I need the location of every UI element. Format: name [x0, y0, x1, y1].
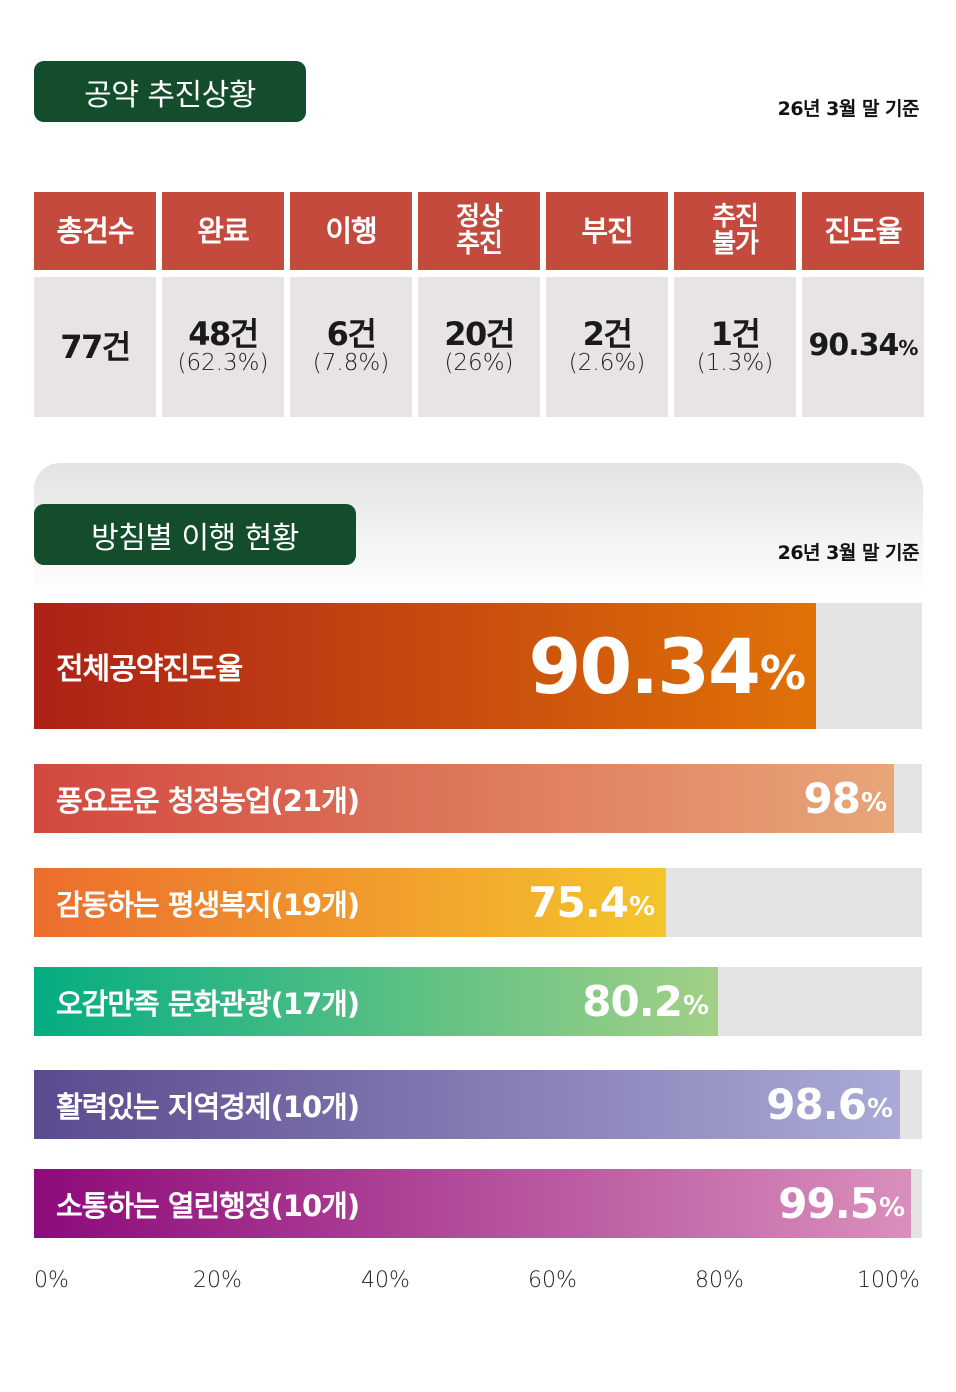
column-header: 진도율: [802, 192, 924, 270]
bar-value: 99.5%: [778, 1169, 905, 1238]
rate-number: 90.34: [808, 328, 900, 363]
bar-value-unit: %: [866, 1093, 893, 1124]
section-title-implementation: 방침별 이행 현황: [34, 504, 356, 565]
progress-rate-value: 90.34%: [808, 328, 919, 365]
table-column-implemented: 이행 6건 (7.8%): [290, 192, 412, 417]
bar-fill: [34, 603, 816, 729]
count-value: 48건: [188, 315, 259, 353]
bar-label: 전체공약진도율: [56, 652, 243, 687]
bar-track-agriculture: 풍요로운 청정농업(21개) 98%: [34, 764, 922, 833]
bar-value-number: 75.4: [528, 878, 629, 927]
bar-value-unit: %: [759, 646, 806, 700]
bar-track-open-administration: 소통하는 열린행정(10개) 99.5%: [34, 1169, 922, 1238]
column-header: 정상 추진: [418, 192, 540, 270]
count-value: 6건: [326, 315, 377, 353]
column-header: 이행: [290, 192, 412, 270]
x-tick-label: 40%: [361, 1268, 410, 1293]
column-cell: 6건 (7.8%): [290, 277, 412, 417]
column-cell: 48건 (62.3%): [162, 277, 284, 417]
column-header: 완료: [162, 192, 284, 270]
table-column-on-track: 정상 추진 20건 (26%): [418, 192, 540, 417]
column-header: 부진: [546, 192, 668, 270]
column-header-line2: 추진: [456, 229, 503, 259]
bar-value-number: 80.2: [582, 977, 683, 1026]
percent-value: (26%): [444, 350, 514, 376]
bar-value-unit: %: [878, 1192, 905, 1223]
bar-label: 소통하는 열린행정(10개): [56, 1188, 360, 1223]
bar-label: 활력있는 지역경제(10개): [56, 1089, 360, 1124]
column-header: 추진 불가: [674, 192, 796, 270]
count-value: 1건: [710, 315, 761, 353]
bar-fill: [34, 1070, 900, 1139]
bar-track-overall: 전체공약진도율 90.34%: [34, 603, 922, 729]
bar-track-culture-tourism: 오감만족 문화관광(17개) 80.2%: [34, 967, 922, 1036]
bar-value: 98%: [803, 764, 887, 833]
bar-value-number: 98.6: [766, 1080, 867, 1129]
table-column-total: 총건수 77건: [34, 192, 156, 417]
column-cell: 77건: [34, 277, 156, 417]
bar-value-number: 99.5: [778, 1179, 879, 1228]
column-cell: 20건 (26%): [418, 277, 540, 417]
bar-fill: [34, 967, 718, 1036]
column-header-line1: 정상: [456, 202, 503, 232]
bar-value-number: 90.34: [528, 621, 761, 711]
count-value: 20건: [444, 315, 515, 353]
basis-date: 26년 3월 말 기준: [777, 542, 920, 564]
x-tick-label: 100%: [857, 1268, 920, 1293]
section-title-text: 방침별 이행 현황: [91, 520, 299, 556]
bar-value-unit: %: [628, 891, 655, 922]
x-tick-label: 0%: [34, 1268, 69, 1293]
count-value: 77건: [60, 328, 131, 366]
section-title-text: 공약 추진상황: [84, 77, 256, 113]
column-header: 총건수: [34, 192, 156, 270]
bar-track-local-economy: 활력있는 지역경제(10개) 98.6%: [34, 1070, 922, 1139]
bar-value-number: 98: [803, 774, 860, 823]
table-column-sluggish: 부진 2건 (2.6%): [546, 192, 668, 417]
bar-label: 감동하는 평생복지(19개): [56, 887, 360, 922]
column-header-line1: 추진: [712, 202, 759, 232]
x-tick-label: 80%: [695, 1268, 744, 1293]
bar-track-welfare: 감동하는 평생복지(19개) 75.4%: [34, 868, 922, 937]
bar-fill: [34, 868, 666, 937]
table-column-completed: 완료 48건 (62.3%): [162, 192, 284, 417]
percent-value: (62.3%): [177, 350, 269, 376]
percent-value: (1.3%): [696, 350, 774, 376]
basis-date: 26년 3월 말 기준: [777, 98, 920, 120]
table-column-not-possible: 추진 불가 1건 (1.3%): [674, 192, 796, 417]
column-cell: 90.34%: [802, 277, 924, 417]
bar-fill: [34, 1169, 911, 1238]
column-cell: 2건 (2.6%): [546, 277, 668, 417]
bar-fill: [34, 764, 894, 833]
bar-value: 90.34%: [528, 603, 807, 729]
bar-value: 98.6%: [766, 1070, 893, 1139]
bar-label: 오감만족 문화관광(17개): [56, 986, 360, 1021]
rate-unit: %: [898, 336, 918, 360]
bar-value-unit: %: [682, 990, 709, 1021]
bar-label: 풍요로운 청정농업(21개): [56, 783, 360, 818]
column-cell: 1건 (1.3%): [674, 277, 796, 417]
column-header-line2: 불가: [712, 229, 759, 259]
bar-value: 75.4%: [528, 868, 655, 937]
x-tick-label: 20%: [193, 1268, 242, 1293]
count-value: 2건: [582, 315, 633, 353]
x-tick-label: 60%: [528, 1268, 577, 1293]
bar-value: 80.2%: [582, 967, 709, 1036]
table-column-progress-rate: 진도율 90.34%: [802, 192, 924, 417]
section-title-pledge-status: 공약 추진상황: [34, 61, 306, 122]
percent-value: (2.6%): [568, 350, 646, 376]
bar-value-unit: %: [860, 787, 887, 818]
percent-value: (7.8%): [312, 350, 390, 376]
